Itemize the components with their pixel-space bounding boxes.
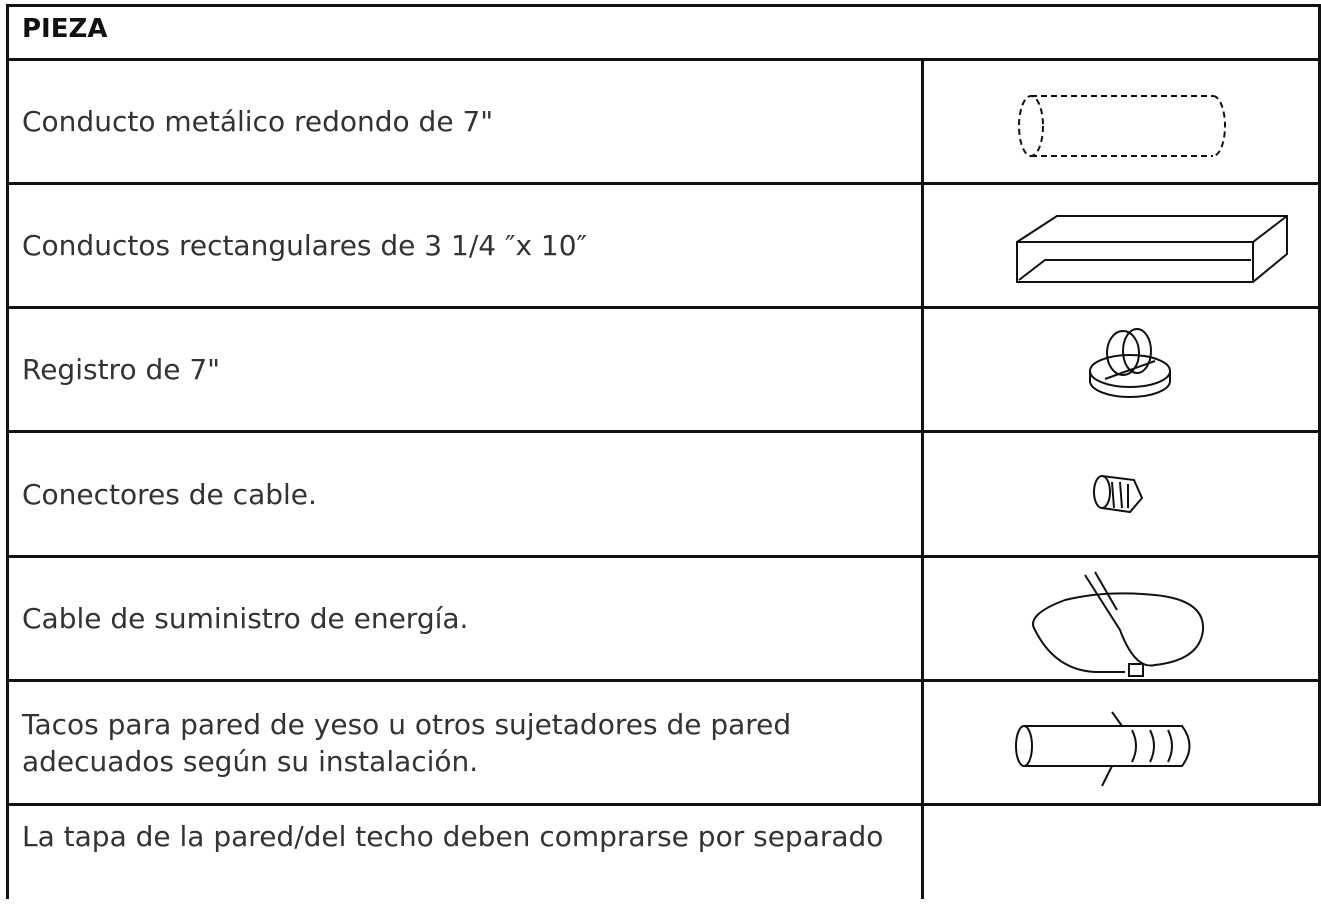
part-name: Tacos para pared de yeso u otros sujetad… — [22, 707, 792, 778]
wall-anchor-icon — [1015, 711, 1191, 787]
part-name: Conectores de cable. — [22, 477, 317, 511]
border — [1318, 4, 1321, 804]
border — [6, 182, 1321, 185]
border — [6, 306, 1321, 309]
border — [6, 555, 1321, 558]
part-name: Registro de 7" — [22, 353, 221, 386]
border — [6, 679, 1321, 682]
round-duct-icon — [1018, 95, 1226, 157]
border — [6, 4, 9, 899]
part-name: Conductos rectangulares de 3 1/4 ″x 10″ — [22, 229, 588, 262]
border — [6, 58, 1321, 61]
border — [6, 4, 1321, 7]
part-name: Conducto metálico redondo de 7" — [22, 105, 494, 138]
border — [921, 58, 924, 899]
rect-duct-icon — [1016, 215, 1288, 283]
part-name: La tapa de la pared/del techo deben comp… — [22, 820, 884, 853]
part-name: Cable de suministro de energía. — [22, 602, 469, 635]
border — [6, 803, 1321, 806]
power-cable-icon — [1032, 571, 1205, 677]
damper-icon — [1089, 328, 1171, 398]
header-title: PIEZA — [22, 14, 108, 44]
border — [6, 430, 1321, 433]
wire-connector-icon — [1093, 475, 1144, 514]
